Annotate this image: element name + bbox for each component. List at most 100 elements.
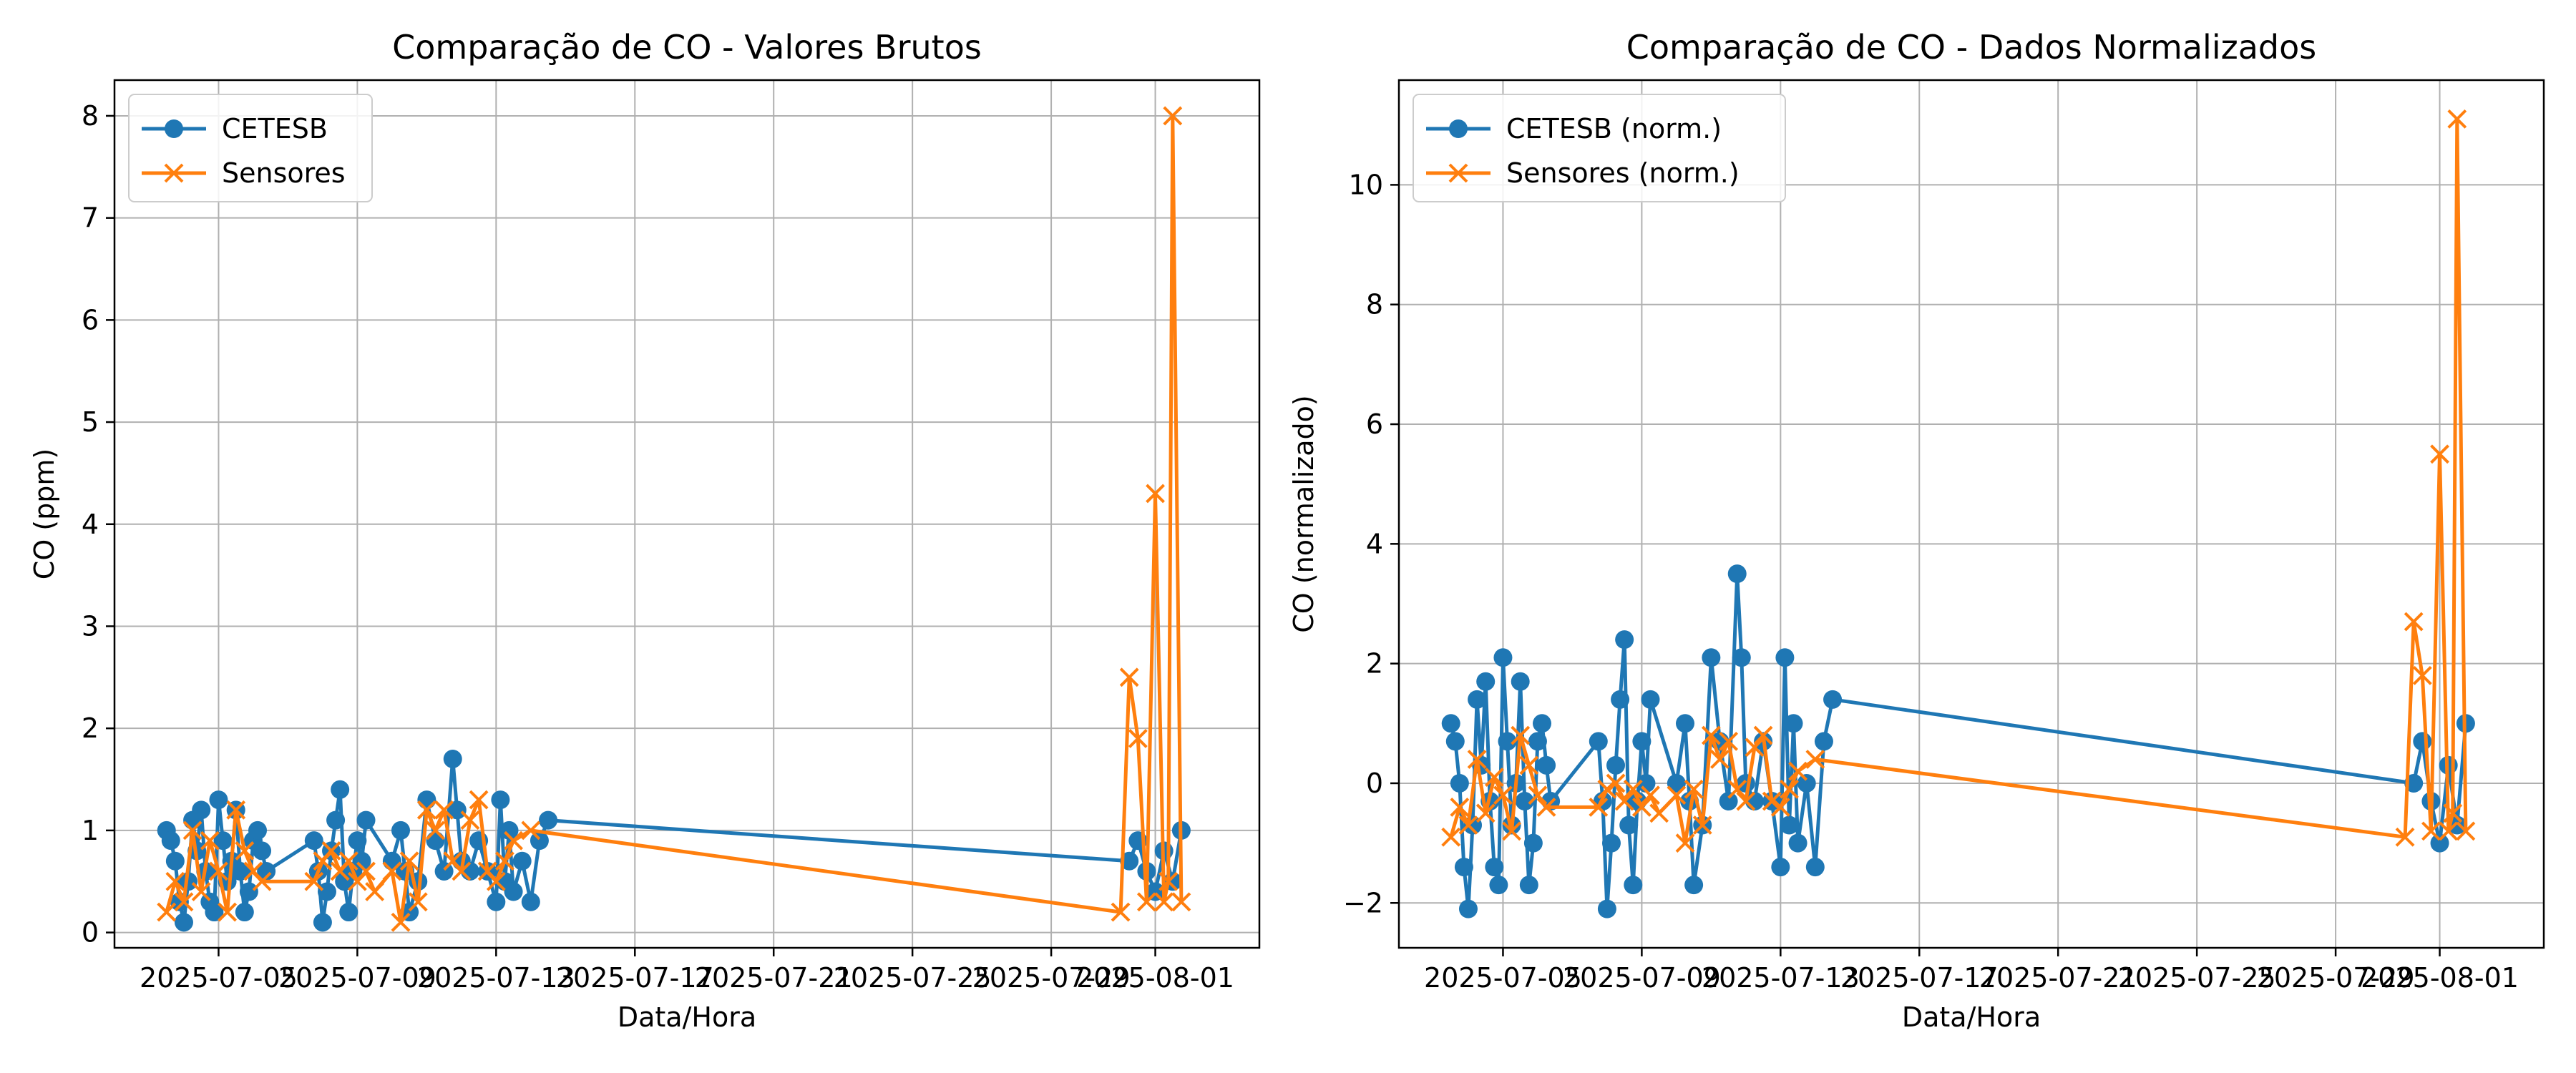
data-point (252, 871, 272, 891)
data-point (443, 749, 462, 768)
data-point (365, 882, 385, 901)
data-point (1511, 672, 1530, 691)
y-tick-label: 6 (1366, 408, 1383, 440)
data-point (1597, 899, 1616, 918)
data-point (235, 841, 255, 861)
data-point (1736, 791, 1756, 811)
x-tick-label: 2025-07-29 (972, 962, 1131, 994)
data-point (1805, 750, 1825, 769)
y-tick-label: 8 (82, 100, 99, 132)
data-point (1719, 731, 1739, 751)
data-point (521, 820, 541, 841)
data-point (338, 851, 358, 871)
y-tick-label: 7 (82, 202, 99, 234)
x-tick-label: 2025-07-09 (278, 962, 436, 994)
data-point (326, 810, 346, 830)
x-tick-label: 2025-07-17 (556, 962, 714, 994)
data-point (192, 800, 211, 820)
data-point (1489, 876, 1508, 895)
data-point (161, 831, 180, 851)
data-point (174, 913, 193, 932)
y-tick-label: 2 (1366, 648, 1383, 680)
x-tick-label: 2025-08-01 (1076, 962, 1234, 994)
data-point (209, 861, 228, 881)
data-point (348, 831, 367, 851)
legend-label: CETESB (norm.) (1506, 113, 1722, 144)
data-point (391, 820, 410, 840)
data-point (2439, 821, 2459, 841)
data-point (1502, 821, 1521, 841)
x-tick-label: 2025-07-05 (140, 962, 298, 994)
data-point (248, 820, 267, 840)
data-point (356, 810, 376, 830)
data-point (356, 861, 376, 881)
data-point (1601, 833, 1621, 853)
data-point (1649, 803, 1669, 823)
chart-title: Comparação de CO - Valores Brutos (392, 28, 982, 67)
data-point (1589, 732, 1608, 751)
chart-normalized: 2025-07-052025-07-092025-07-132025-07-17… (1288, 28, 2545, 1033)
data-point (1493, 648, 1513, 667)
data-point (2404, 612, 2424, 632)
x-tick-label: 2025-07-09 (1563, 962, 1721, 994)
y-tick-label: 5 (82, 406, 99, 438)
data-point (157, 902, 177, 922)
y-tick-label: 4 (82, 509, 99, 540)
data-point (1171, 892, 1191, 912)
x-tick-label: 2025-07-21 (695, 962, 853, 994)
data-point (352, 851, 371, 871)
y-axis-label: CO (ppm) (29, 449, 60, 579)
series-sensores (157, 106, 1191, 932)
y-tick-label: −2 (1343, 887, 1383, 918)
data-point (1485, 858, 1504, 877)
data-point (257, 861, 276, 881)
data-point (1523, 833, 1543, 853)
data-point (495, 851, 514, 871)
data-point (1797, 773, 1816, 793)
data-point (331, 780, 350, 799)
data-point (1454, 858, 1473, 877)
legend-box (1413, 94, 1786, 202)
data-point (1533, 714, 1551, 733)
data-point (1784, 714, 1803, 733)
legend-label: Sensores (norm.) (1506, 157, 1740, 189)
data-point (1641, 690, 1660, 709)
data-point (209, 790, 228, 810)
data-point (182, 820, 203, 841)
data-point (539, 810, 558, 830)
data-point (1745, 738, 1765, 758)
data-point (1589, 797, 1609, 817)
data-point (205, 903, 224, 922)
data-point (426, 820, 445, 841)
x-axis-label: Data/Hora (1902, 1001, 2041, 1033)
y-tick-label: 0 (1366, 768, 1383, 799)
x-tick-label: 2025-07-29 (2257, 962, 2415, 994)
x-tick-label: 2025-07-21 (1979, 962, 2137, 994)
x-tick-label: 2025-07-05 (1424, 962, 1582, 994)
data-point (417, 790, 436, 810)
data-point (491, 790, 510, 810)
chart-title: Comparação de CO - Dados Normalizados (1626, 28, 2317, 67)
data-point (521, 892, 540, 911)
data-point (179, 872, 198, 891)
data-point (1788, 833, 1807, 853)
data-point (1719, 792, 1738, 811)
data-point (1519, 876, 1538, 895)
data-point (1667, 773, 1686, 793)
data-point (1450, 773, 1469, 793)
data-point (2456, 821, 2476, 841)
x-axis-label: Data/Hora (618, 1001, 756, 1033)
data-point (1476, 672, 1496, 691)
data-point (1484, 768, 1504, 787)
data-point (1615, 630, 1634, 650)
data-point (1441, 714, 1460, 733)
data-point (1823, 690, 1843, 709)
data-point (1775, 648, 1795, 667)
plot-frame (1397, 79, 2545, 949)
x-tick-label: 2025-07-13 (1702, 962, 1860, 994)
data-point (1727, 564, 1747, 584)
data-point (1467, 750, 1487, 769)
data-point (1511, 725, 1531, 745)
data-point (200, 831, 220, 851)
